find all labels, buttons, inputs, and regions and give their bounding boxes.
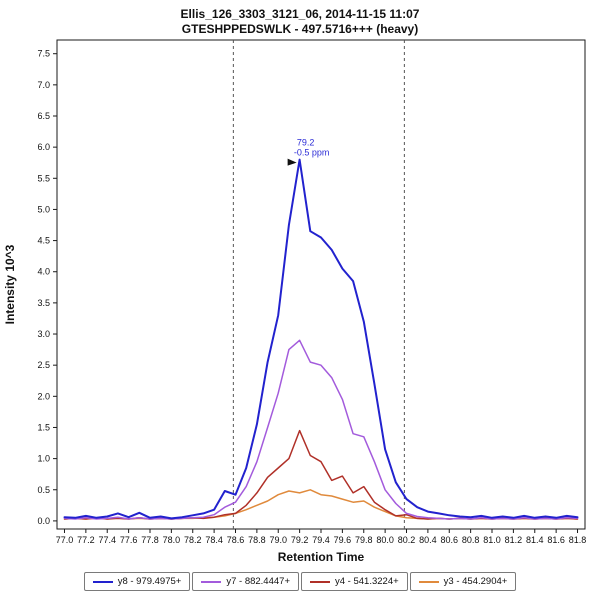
x-tick-label: 79.8 [355,535,373,545]
y-tick-label: 0.0 [37,516,50,526]
x-tick-label: 78.8 [248,535,266,545]
x-tick-label: 81.6 [547,535,565,545]
y-axis-label: Intensity 10^3 [3,244,17,324]
x-tick-label: 77.2 [77,535,95,545]
y-tick-label: 1.0 [37,454,50,464]
x-tick-label: 77.4 [98,535,116,545]
x-tick-label: 80.8 [462,535,480,545]
x-axis-label: Retention Time [278,550,365,564]
y-tick-label: 2.0 [37,391,50,401]
legend-item-y3: y3 - 454.2904+ [409,572,517,591]
y-tick-label: 4.0 [37,267,50,277]
x-tick-label: 81.8 [569,535,587,545]
y-tick-label: 7.5 [37,49,50,59]
x-tick-label: 78.6 [227,535,245,545]
y-tick-label: 0.5 [37,485,50,495]
legend-line-icon [418,580,439,583]
y-tick-label: 3.5 [37,298,50,308]
legend-label: y3 - 454.2904+ [443,576,508,587]
x-tick-label: 78.0 [163,535,181,545]
chart-subtitle: GTESHPPEDSWLK - 497.5716+++ (heavy) [181,22,419,36]
legend-line-icon [310,580,330,583]
x-tick-label: 81.0 [483,535,501,545]
y-tick-label: 1.5 [37,422,50,432]
x-tick-label: 80.2 [398,535,416,545]
legend-item-y7: y7 - 882.4447+ [192,572,299,591]
peak-arrow-icon [287,158,297,166]
peak-rt-annotation: 79.2 [297,138,315,148]
legend-item-y4: y4 - 541.3224+ [301,572,408,591]
x-tick-label: 80.6 [440,535,458,545]
series-line-y8 [63,158,579,520]
x-tick-label: 79.0 [269,535,287,545]
x-tick-label: 78.2 [184,535,202,545]
x-tick-label: 79.4 [312,535,330,545]
x-tick-label: 77.0 [56,535,74,545]
legend: y8 - 979.4975+ y7 - 882.4447+ y4 - 541.322… [0,572,600,591]
x-tick-label: 81.2 [505,535,523,545]
chromatogram-chart: 77.0 77.2 77.4 77.6 77.8 78.0 78.2 78.4 78.6 78.8… [3,39,587,564]
legend-item-y8: y8 - 979.4975+ [83,572,191,591]
x-tick-label: 78.4 [205,535,223,545]
y-tick-label: 4.5 [37,236,50,246]
legend-label: y7 - 882.4447+ [226,576,290,587]
y-tick-label: 3.0 [37,329,50,339]
y-tick-label: 7.0 [37,80,50,90]
x-tick-label: 77.6 [120,535,138,545]
legend-label: y8 - 979.4975+ [117,576,182,587]
plot-border [56,39,586,530]
x-tick-label: 79.2 [291,535,309,545]
chart-title: Ellis_126_3303_3121_06, 2014-11-15 11:07 [180,7,420,21]
legend-line-icon [201,580,222,583]
x-tick-label: 81.4 [526,535,544,545]
chart-header: Ellis_126_3303_3121_06, 2014-11-15 11:07… [0,0,600,37]
series-line-y7 [63,339,579,520]
x-tick-label: 77.8 [141,535,159,545]
y-tick-label: 6.5 [37,111,50,121]
x-tick-label: 80.0 [376,535,394,545]
x-tick-label: 80.4 [419,535,437,545]
legend-line-icon [92,580,113,583]
y-tick-label: 2.5 [37,360,50,370]
legend-label: y4 - 541.3224+ [335,576,399,587]
y-tick-label: 5.0 [37,204,50,214]
peak-ppm-annotation: -0.5 ppm [294,148,330,158]
x-tick-label: 79.6 [334,535,352,545]
y-tick-label: 5.5 [37,173,50,183]
y-tick-label: 6.0 [37,142,50,152]
